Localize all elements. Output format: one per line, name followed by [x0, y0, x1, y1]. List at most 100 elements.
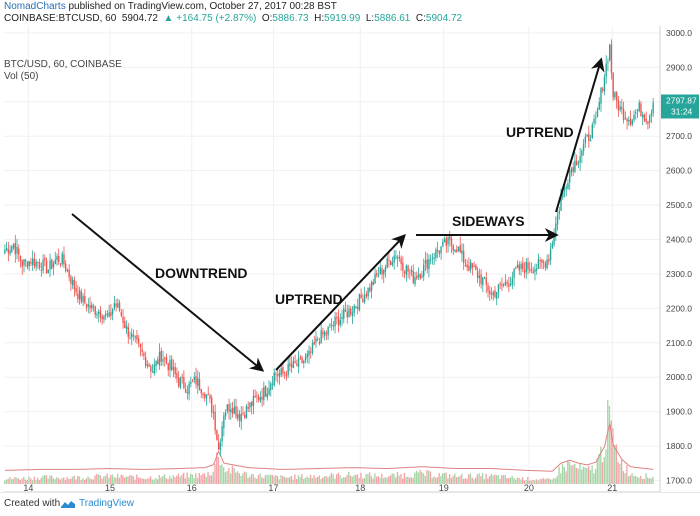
candle-body — [179, 378, 182, 388]
volume-bar — [222, 467, 225, 484]
candle-body — [158, 351, 161, 366]
candle-body — [344, 309, 347, 312]
volume-bar — [28, 476, 30, 484]
last-price: 5904.72 — [121, 13, 158, 24]
candle-body — [165, 356, 168, 363]
volume-bar — [593, 473, 595, 484]
candle-body — [615, 92, 618, 101]
candle-body — [502, 284, 505, 286]
candle-body — [563, 187, 566, 191]
volume-bar — [513, 477, 515, 484]
volume-bar — [506, 477, 508, 484]
candle-body — [549, 248, 552, 261]
candle-body — [469, 261, 472, 270]
candle-body — [487, 285, 489, 292]
candle-body — [363, 295, 366, 302]
volume-bar — [249, 476, 251, 484]
candle-body — [63, 254, 65, 265]
volume-bar — [151, 479, 154, 484]
candle-body — [370, 281, 373, 291]
candle-body — [80, 291, 83, 303]
candle-body — [621, 106, 623, 110]
candle-body — [287, 364, 289, 376]
volume-bar — [301, 474, 303, 484]
volume-bar — [511, 475, 513, 484]
volume-bar — [165, 478, 167, 484]
candle-body — [391, 262, 394, 265]
volume-bar — [90, 479, 93, 484]
volume-bar — [464, 478, 466, 484]
candle-body — [332, 324, 335, 327]
volume-bar — [393, 473, 395, 484]
volume-bar — [587, 465, 590, 484]
volume-bar — [275, 475, 277, 484]
volume-bar — [75, 479, 77, 484]
candle-body — [209, 395, 211, 399]
volume-bar — [143, 478, 145, 484]
volume-bar — [254, 477, 256, 484]
volume-bar — [268, 475, 270, 484]
volume-bar — [282, 475, 284, 484]
volume-bar — [396, 472, 399, 484]
candle-body — [647, 121, 649, 124]
candle-body — [141, 349, 143, 352]
candle-body — [595, 117, 597, 119]
candle-body — [14, 243, 16, 255]
volume-bar — [591, 465, 593, 484]
price-tick-label: 3000.0 — [666, 28, 692, 38]
volume-bar — [521, 477, 524, 484]
candle-body — [610, 44, 613, 73]
candle-body — [464, 264, 467, 266]
volume-bar — [337, 472, 340, 484]
candle-body — [343, 308, 345, 319]
candle-body — [322, 331, 324, 335]
volume-bar — [207, 471, 209, 484]
candle-body — [535, 268, 538, 271]
price-chart[interactable]: 1700.0 1800.0 1900.0 2000.0 2100.0 2200.0 2300… — [0, 26, 700, 492]
candle-body — [200, 389, 202, 394]
volume-bar — [160, 477, 162, 484]
volume-bar — [431, 477, 433, 484]
volume-bar — [189, 473, 192, 484]
candle-body — [608, 44, 611, 61]
candle-body — [551, 243, 554, 249]
volume-bar — [518, 477, 520, 484]
volume-bar — [429, 471, 432, 484]
candle-body — [106, 314, 109, 316]
volume-bar — [400, 474, 402, 484]
candle-body — [577, 162, 580, 164]
candle-body — [638, 102, 640, 112]
candle-body — [259, 397, 262, 402]
volume-bar — [462, 478, 465, 484]
candle-body — [290, 364, 293, 367]
volume-bar — [304, 477, 307, 484]
candle-body — [296, 363, 298, 366]
candle-body — [216, 430, 218, 440]
candle-body — [273, 372, 275, 386]
time-tick-label: 15 — [105, 483, 115, 492]
volume-bar — [633, 476, 635, 484]
volume-bar — [551, 479, 553, 484]
volume-bar — [216, 452, 218, 484]
candle-body — [624, 118, 627, 120]
volume-bar — [339, 475, 341, 484]
volume-bar — [487, 478, 489, 484]
volume-bar — [421, 471, 423, 484]
volume-bar — [183, 472, 185, 484]
candle-body — [292, 360, 295, 368]
volume-bar — [4, 480, 6, 484]
author-link[interactable]: NomadCharts — [4, 1, 66, 12]
candle-body — [336, 317, 338, 319]
volume-bar — [33, 476, 35, 484]
candle-body — [617, 99, 620, 111]
time-tick-label: 16 — [187, 483, 197, 492]
volume-bar — [544, 479, 546, 484]
tradingview-link[interactable]: TradingView — [79, 498, 135, 509]
volume-bar — [290, 475, 293, 484]
candle-body — [369, 287, 371, 292]
volume-bar — [596, 458, 598, 484]
volume-bar — [181, 474, 183, 484]
chart-area[interactable]: 1700.0 1800.0 1900.0 2000.0 2100.0 2200.0 2300… — [0, 26, 700, 492]
candle-body — [584, 136, 587, 144]
candle-body — [137, 338, 140, 344]
